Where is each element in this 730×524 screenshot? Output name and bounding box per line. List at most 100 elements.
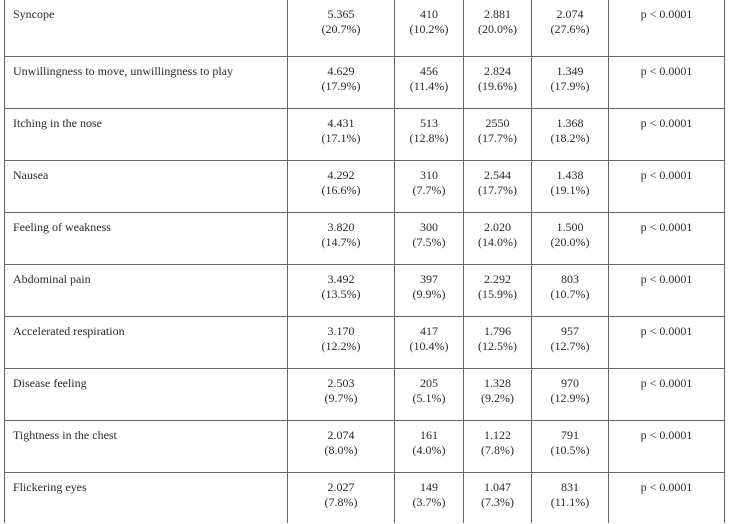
count: 397 — [420, 271, 438, 286]
count-cell: 957 (12.7%) — [531, 315, 609, 369]
count: 4.292 — [327, 167, 355, 182]
count: 1.796 — [484, 323, 511, 338]
count: 1.047 — [484, 479, 511, 494]
count-cell: 5.365 (20.7%) — [287, 0, 395, 57]
symptom-table: Syncope 5.365 (20.7%) 410 (10.2%) 2.881 (20.0%… — [4, 0, 725, 523]
count-cell: 300 (7.5%) — [394, 211, 464, 265]
symptom-label: Nausea — [4, 159, 288, 213]
count: 310 — [420, 167, 438, 182]
table-body: Syncope 5.365 (20.7%) 410 (10.2%) 2.881 (20.0%… — [4, 0, 725, 523]
count-cell: 2.020 (14.0%) — [463, 211, 532, 265]
percentage: (12.5%) — [478, 338, 517, 353]
p-value: p < 0.0001 — [608, 419, 725, 473]
count-cell: 3.170 (12.2%) — [287, 315, 395, 369]
p-value: p < 0.0001 — [608, 211, 725, 265]
count-cell: 310 (7.7%) — [394, 159, 464, 213]
count-cell: 1.122 (7.8%) — [463, 419, 532, 473]
count-cell: 803 (10.7%) — [531, 263, 609, 317]
count: 2.824 — [484, 63, 511, 78]
count: 2550 — [485, 115, 510, 130]
count: 1.368 — [556, 115, 584, 130]
p-value: p < 0.0001 — [608, 315, 725, 369]
count: 2.020 — [484, 219, 511, 234]
count-cell: 205 (5.1%) — [394, 367, 464, 421]
percentage: (19.1%) — [550, 182, 590, 197]
table-row: Syncope 5.365 (20.7%) 410 (10.2%) 2.881 (20.0%… — [4, 0, 725, 57]
count-cell: 970 (12.9%) — [531, 367, 609, 421]
percentage: (12.7%) — [550, 338, 590, 353]
count-cell: 1.500 (20.0%) — [531, 211, 609, 265]
count: 410 — [420, 7, 438, 21]
count: 1.328 — [484, 375, 511, 390]
count: 456 — [420, 63, 438, 78]
table-row: Feeling of weakness 3.820 (14.7%) 300 (7.5%)… — [4, 211, 725, 265]
count: 831 — [561, 479, 579, 494]
percentage: (14.0%) — [478, 234, 517, 249]
percentage: (20.0%) — [478, 22, 517, 36]
count-cell: 1.328 (9.2%) — [463, 367, 532, 421]
count-cell: 397 (9.9%) — [394, 263, 464, 317]
count: 161 — [420, 427, 438, 442]
percentage: (8.0%) — [324, 442, 358, 457]
percentage: (7.7%) — [412, 182, 446, 197]
count-cell: 2.292 (15.9%) — [463, 263, 532, 317]
count-cell: 2.544 (17.7%) — [463, 159, 532, 213]
percentage: (20.0%) — [550, 234, 590, 249]
count-cell: 4.629 (17.9%) — [287, 55, 395, 109]
table-row: Abdominal pain 3.492 (13.5%) 397 (9.9%) 2.292… — [4, 263, 725, 317]
count-cell: 791 (10.5%) — [531, 419, 609, 473]
count: 149 — [420, 479, 438, 494]
count-cell: 2.503 (9.7%) — [287, 367, 395, 421]
count: 2.544 — [484, 167, 511, 182]
count-cell: 831 (11.1%) — [531, 471, 609, 523]
count: 4.431 — [327, 115, 355, 130]
count-cell: 456 (11.4%) — [394, 55, 464, 109]
symptom-label: Accelerated respiration — [4, 315, 288, 369]
percentage: (17.7%) — [478, 182, 517, 197]
count: 2.503 — [327, 375, 355, 390]
symptom-label: Disease feeling — [4, 367, 288, 421]
table-row: Accelerated respiration 3.170 (12.2%) 417 (1… — [4, 315, 725, 369]
count: 5.365 — [327, 7, 355, 21]
percentage: (17.1%) — [321, 130, 361, 145]
count: 970 — [561, 375, 579, 390]
percentage: (27.6%) — [550, 22, 590, 36]
count-cell: 1.349 (17.9%) — [531, 55, 609, 109]
percentage: (9.2%) — [481, 390, 514, 405]
count-cell: 2.881 (20.0%) — [463, 0, 532, 57]
percentage: (10.2%) — [409, 22, 449, 36]
count: 2.881 — [484, 7, 511, 21]
percentage: (17.7%) — [478, 130, 517, 145]
symptom-label: Tightness in the chest — [4, 419, 288, 473]
percentage: (10.4%) — [409, 338, 449, 353]
p-value: p < 0.0001 — [608, 107, 725, 161]
count-cell: 161 (4.0%) — [394, 419, 464, 473]
count: 2.292 — [484, 271, 511, 286]
count-cell: 149 (3.7%) — [394, 471, 464, 523]
count-cell: 4.292 (16.6%) — [287, 159, 395, 213]
percentage: (11.4%) — [409, 78, 449, 93]
percentage: (12.9%) — [550, 390, 590, 405]
count: 2.074 — [556, 7, 584, 21]
p-value: p < 0.0001 — [608, 367, 725, 421]
count-cell: 2.027 (7.8%) — [287, 471, 395, 523]
p-value: p < 0.0001 — [608, 55, 725, 109]
count: 791 — [561, 427, 579, 442]
count-cell: 2.824 (19.6%) — [463, 55, 532, 109]
table-row: Disease feeling 2.503 (9.7%) 205 (5.1%) 1.328… — [4, 367, 725, 421]
percentage: (13.5%) — [321, 286, 361, 301]
count-cell: 410 (10.2%) — [394, 0, 464, 57]
table-row: Nausea 4.292 (16.6%) 310 (7.7%) 2.544 (17.7%) 1… — [4, 159, 725, 213]
table-row: Unwillingness to move, unwillingness to … — [4, 55, 725, 109]
count: 1.349 — [556, 63, 584, 78]
count: 205 — [420, 375, 438, 390]
table-row: Tightness in the chest 2.074 (8.0%) 161 (4.0… — [4, 419, 725, 473]
percentage: (10.7%) — [550, 286, 590, 301]
percentage: (10.5%) — [550, 442, 590, 457]
percentage: (7.8%) — [481, 442, 514, 457]
symptom-label: Feeling of weakness — [4, 211, 288, 265]
count: 1.500 — [556, 219, 584, 234]
percentage: (17.9%) — [550, 78, 590, 93]
percentage: (9.7%) — [324, 390, 358, 405]
count: 4.629 — [327, 63, 355, 78]
